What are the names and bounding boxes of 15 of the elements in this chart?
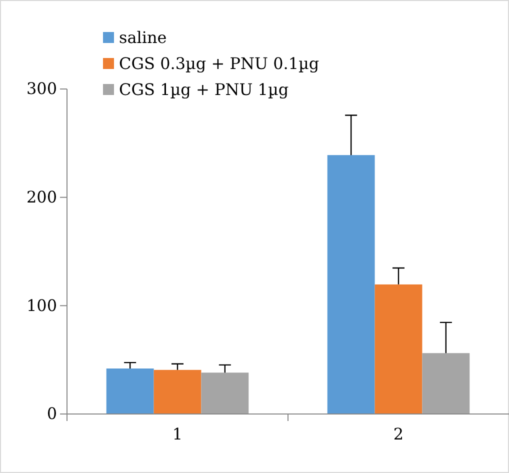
y-tick-label: 300 [26,79,57,98]
bar [201,372,249,414]
legend-label: CGS 1µg + PNU 1µg [119,80,289,99]
bar [106,368,154,414]
bar [422,353,470,414]
y-tick-label: 0 [46,404,57,424]
x-tick-label: 1 [172,424,183,444]
bar [374,284,422,414]
legend-label: saline [119,28,167,47]
x-tick-label: 2 [393,424,404,444]
bar [154,370,202,414]
y-tick-label: 200 [26,187,57,206]
legend-label: CGS 0.3µg + PNU 0.1µg [119,54,320,73]
bar [327,155,375,414]
y-tick-label: 100 [26,296,57,315]
